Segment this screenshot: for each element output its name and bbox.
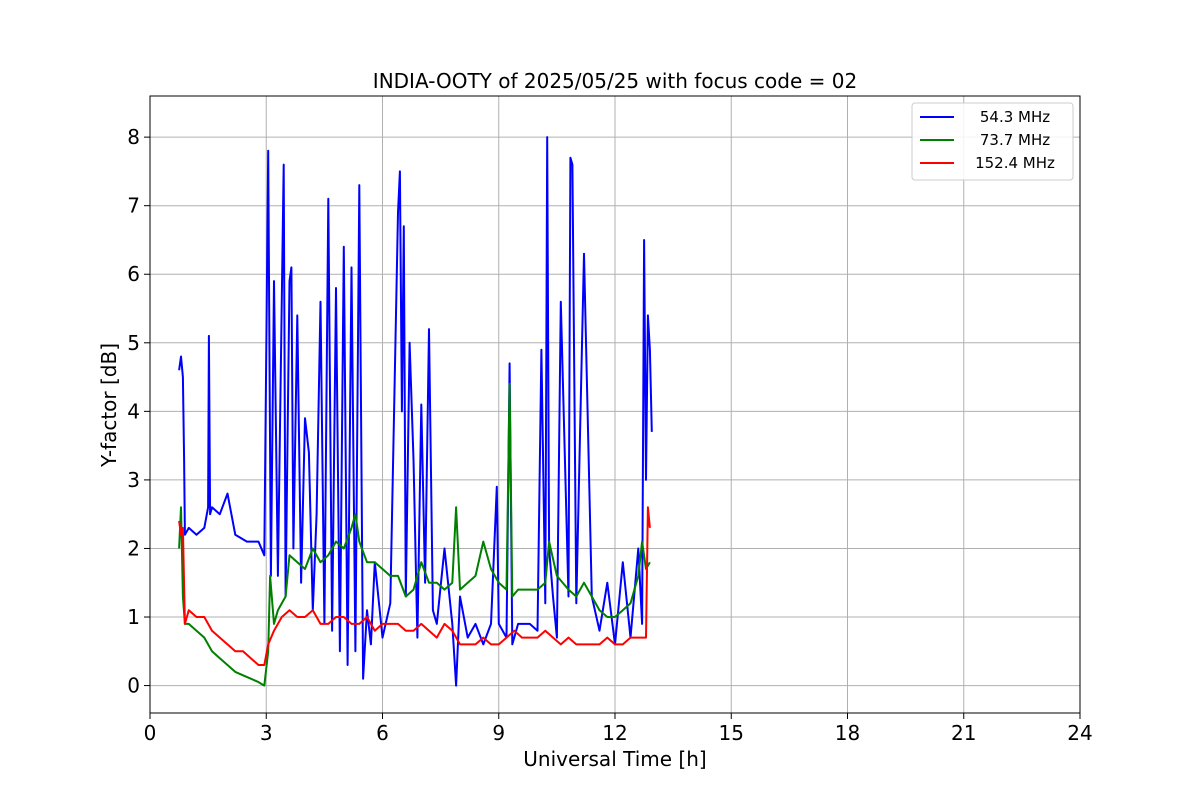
y-tick-label: 4 (127, 399, 140, 423)
x-tick-label: 21 (951, 721, 976, 745)
x-tick-label: 12 (602, 721, 627, 745)
legend: 54.3 MHz 73.7 MHz 152.4 MHz (911, 102, 1074, 181)
x-tick-label: 18 (835, 721, 860, 745)
series-line-2 (178, 506, 651, 666)
legend-label-54-mhz: 54.3 MHz (980, 108, 1050, 126)
series-line-1 (178, 382, 651, 687)
y-tick-label: 8 (127, 125, 140, 149)
x-axis-label: Universal Time [h] (523, 747, 706, 771)
legend-label-73-mhz: 73.7 MHz (980, 131, 1050, 149)
y-tick-label: 6 (127, 262, 140, 286)
legend-box (911, 102, 1074, 181)
y-axis-label: Y-factor [dB] (97, 343, 121, 468)
x-tick-label: 24 (1067, 721, 1092, 745)
x-tick-label: 9 (492, 721, 505, 745)
x-tick-label: 0 (144, 721, 157, 745)
x-tick-label: 3 (260, 721, 273, 745)
y-tick-label: 2 (127, 536, 140, 560)
y-tick-label: 5 (127, 331, 140, 355)
legend-label-152-mhz: 152.4 MHz (975, 154, 1055, 172)
series-lines (178, 136, 653, 687)
series-line-0 (178, 136, 653, 687)
x-tick-label: 6 (376, 721, 389, 745)
y-tick-label: 3 (127, 468, 140, 492)
x-tick-label: 15 (719, 721, 744, 745)
y-tick-label: 1 (127, 605, 140, 629)
y-tick-label: 0 (127, 674, 140, 698)
y-tick-label: 7 (127, 194, 140, 218)
chart-title: INDIA-OOTY of 2025/05/25 with focus code… (373, 69, 857, 93)
